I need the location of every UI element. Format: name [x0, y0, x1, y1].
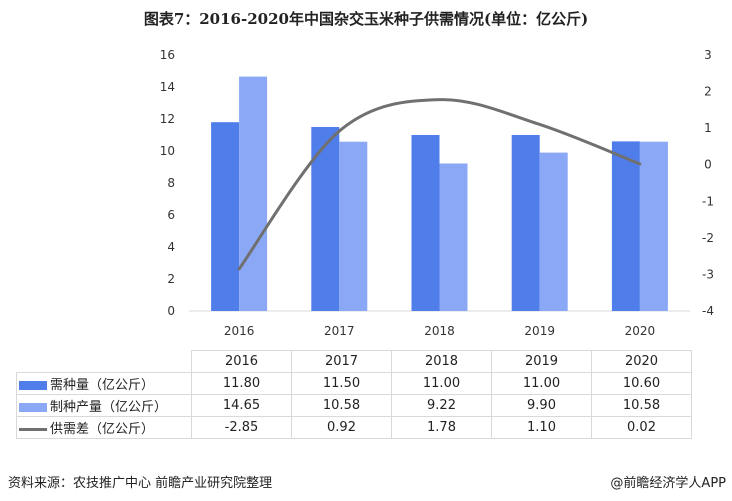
y-right-tick-label: -3	[702, 267, 714, 281]
table-cell: 1.78	[391, 416, 492, 439]
y-left-tick-label: 10	[160, 144, 175, 158]
table-header: 2018	[391, 350, 492, 373]
table-header-row: 2016 2017 2018 2019 2020	[16, 350, 692, 373]
chart-title: 图表7：2016-2020年中国杂交玉米种子供需情况(单位：亿公斤)	[143, 10, 589, 28]
legend-line	[19, 428, 47, 431]
y-left-tick-label: 4	[167, 240, 175, 254]
y-left-tick-label: 12	[160, 112, 175, 126]
table-header: 2019	[491, 350, 592, 373]
bar-demand	[211, 122, 240, 311]
y-right-tick-label: -1	[702, 194, 714, 208]
bar-demand	[411, 135, 440, 311]
gap-line-series	[237, 98, 642, 271]
table-cell: 0.02	[591, 416, 692, 439]
y-right-tick-label: -2	[702, 231, 714, 245]
x-tick-label: 2017	[324, 324, 355, 338]
table-header: 2016	[191, 350, 292, 373]
table-cell: 10.58	[591, 394, 692, 417]
y-right-tick-label: 2	[704, 85, 712, 99]
bar-production	[639, 141, 668, 311]
bar-production	[339, 141, 368, 311]
table-row: 需种量（亿公斤） 11.80 11.50 11.00 11.00 10.60	[16, 372, 692, 395]
legend-swatch	[19, 381, 47, 390]
table-cell: 11.00	[391, 372, 492, 395]
table-cell: 10.58	[291, 394, 392, 417]
x-tick-label: 2019	[524, 324, 555, 338]
y-right-tick-label: -4	[702, 304, 714, 318]
bar-demand	[611, 141, 640, 311]
y-right-tick-label: 3	[704, 48, 712, 62]
x-tick-label: 2020	[625, 324, 656, 338]
table-cell: 9.90	[491, 394, 592, 417]
table-row: 制种产量（亿公斤） 14.65 10.58 9.22 9.90 10.58	[16, 394, 692, 417]
legend-label: 需种量（亿公斤）	[50, 378, 155, 393]
x-tick-label: 2018	[424, 324, 455, 338]
table-cell: 1.10	[491, 416, 592, 439]
table-corner	[16, 350, 192, 373]
y-left-tick-label: 8	[167, 176, 175, 190]
y-right-tick-label: 0	[704, 158, 712, 172]
y-left-tick-label: 0	[167, 304, 175, 318]
y-left-tick-label: 14	[160, 80, 175, 94]
bar-production	[239, 76, 268, 311]
legend-label: 供需差（亿公斤）	[50, 422, 155, 437]
y-left-tick-label: 2	[167, 272, 175, 286]
table-cell: 11.80	[191, 372, 292, 395]
table-row: 供需差（亿公斤） -2.85 0.92 1.78 1.10 0.02	[16, 416, 692, 439]
table-cell: 10.60	[591, 372, 692, 395]
brand-label: @前瞻经济学人APP	[610, 476, 726, 491]
table-cell: 14.65	[191, 394, 292, 417]
y-left-tick-label: 16	[160, 48, 175, 62]
bar-production	[439, 163, 468, 311]
legend-entry: 需种量（亿公斤）	[16, 372, 192, 395]
data-table: 2016 2017 2018 2019 2020 需种量（亿公斤） 11.80 …	[16, 350, 692, 439]
source-note: 资料来源：农技推广中心 前瞻产业研究院整理	[8, 476, 273, 491]
legend-label: 制种产量（亿公斤）	[50, 400, 168, 415]
table-cell: 11.00	[491, 372, 592, 395]
table-header: 2020	[591, 350, 692, 373]
y-right-tick-label: 1	[704, 121, 712, 135]
legend-entry: 制种产量（亿公斤）	[16, 394, 192, 417]
bar-demand	[511, 135, 540, 311]
table-cell: 11.50	[291, 372, 392, 395]
table-cell: -2.85	[191, 416, 292, 439]
x-tick-label: 2016	[224, 324, 255, 338]
legend-swatch	[19, 403, 47, 412]
y-left-tick-label: 6	[167, 208, 175, 222]
legend-entry: 供需差（亿公斤）	[16, 416, 192, 439]
table-header: 2017	[291, 350, 392, 373]
table-cell: 0.92	[291, 416, 392, 439]
bar-production	[539, 152, 568, 311]
table-cell: 9.22	[391, 394, 492, 417]
